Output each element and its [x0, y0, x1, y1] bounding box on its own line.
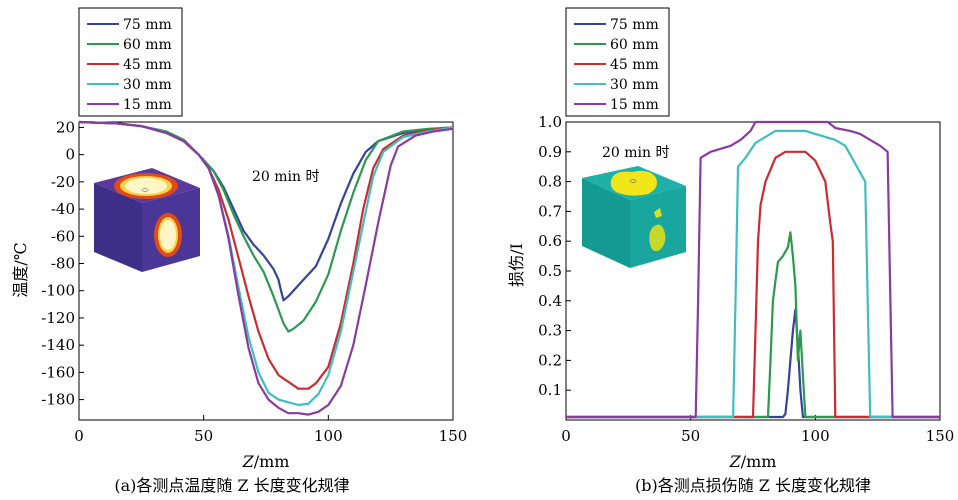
- y-tick-label: -60: [51, 227, 75, 245]
- panel-b-x-var: Z: [729, 452, 742, 471]
- legend-label: 75 mm: [123, 17, 172, 33]
- series-line-75mm: [566, 308, 940, 419]
- y-tick-label: -100: [41, 282, 75, 300]
- panel-a-y-axis-title: 温度/℃: [11, 242, 30, 297]
- y-tick-label: 0.7: [538, 202, 562, 220]
- x-tick-label: 0: [561, 427, 571, 445]
- panel-a-caption: (a)各测点温度随 Z 长度变化规律: [114, 476, 349, 495]
- panel-a-x-unit: /mm: [254, 452, 290, 471]
- x-tick-label: 150: [926, 427, 955, 445]
- y-tick-label: 0.9: [538, 143, 562, 161]
- panel-a-x-axis: 0 50 100 150: [74, 415, 467, 445]
- y-tick-label: 0.8: [538, 173, 562, 191]
- y-tick-label: -80: [51, 255, 75, 273]
- series-line-15mm: [566, 120, 940, 419]
- x-tick-label: 150: [439, 427, 468, 445]
- legend-label: 75 mm: [610, 17, 659, 33]
- y-tick-label: -140: [41, 336, 75, 354]
- x-tick-label: 0: [74, 427, 84, 445]
- legend-label: 60 mm: [610, 37, 659, 53]
- temperature-cube-inset: [94, 168, 200, 272]
- y-tick-label: -20: [51, 173, 75, 191]
- series-line-45mm: [566, 150, 940, 419]
- panel-b-y-axis: 1.0 0.9 0.8 0.7 0.6 0.5 0.4 0.3 0.2 0.1: [538, 113, 571, 399]
- x-tick-label: 100: [801, 427, 830, 445]
- panel-b-y-axis-title: 损伤/I: [507, 243, 526, 287]
- y-tick-label: -40: [51, 200, 75, 218]
- legend-label: 30 mm: [123, 77, 172, 93]
- series-line-15mm: [78, 120, 454, 416]
- series-line-60mm: [566, 231, 940, 419]
- panel-a-series-lines: [78, 120, 454, 416]
- panel-b-series-lines: [566, 120, 940, 419]
- legend-label: 60 mm: [123, 37, 172, 53]
- y-tick-label: 0.6: [538, 232, 562, 250]
- panel-a-legend-box: [78, 7, 183, 117]
- y-tick-label: 0.2: [538, 351, 562, 369]
- panel-b-caption: (b)各测点损伤随 Z 长度变化规律: [635, 476, 871, 495]
- y-tick-label: -120: [41, 309, 75, 327]
- y-tick-label: 0.4: [538, 292, 562, 310]
- y-tick-label: 20: [56, 118, 75, 136]
- y-tick-label: 0.1: [538, 381, 562, 399]
- panel-a-legend: 75 mm 60 mm 45 mm 30 mm 15 mm: [87, 17, 172, 113]
- y-tick-label: 1.0: [538, 113, 562, 131]
- panel-b-damage: 1.0 0.9 0.8 0.7 0.6 0.5 0.4 0.3 0.2 0.1 0 50 100 150…: [507, 7, 954, 495]
- y-tick-label: -180: [41, 391, 75, 409]
- panel-b-x-unit: /mm: [741, 452, 777, 471]
- damage-cube-inset: [582, 166, 686, 268]
- y-tick-label: 0: [65, 146, 75, 164]
- panel-a-temperature: 20 0 -20 -40 -60 -80 -100 -120 -140 -160 -180 0 50 1…: [11, 7, 467, 495]
- x-tick-label: 100: [314, 427, 343, 445]
- x-tick-label: 50: [194, 427, 213, 445]
- panel-a-x-var: Z: [242, 452, 255, 471]
- panel-b-axes-frame: [565, 121, 941, 421]
- panel-a-x-axis-title: Z/mm: [242, 452, 290, 471]
- y-tick-label: -160: [41, 363, 75, 381]
- panel-b-legend-box: [565, 7, 670, 117]
- legend-label: 30 mm: [610, 77, 659, 93]
- panel-b-x-axis: 0 50 100 150: [561, 415, 954, 445]
- panel-a-axes-frame: [78, 121, 454, 421]
- x-tick-label: 50: [681, 427, 700, 445]
- legend-label: 15 mm: [123, 97, 172, 113]
- panel-b-x-axis-title: Z/mm: [729, 452, 777, 471]
- y-tick-label: 0.5: [538, 262, 562, 280]
- y-tick-label: 0.3: [538, 322, 562, 340]
- legend-label: 15 mm: [610, 97, 659, 113]
- panel-a-y-axis: 20 0 -20 -40 -60 -80 -100 -120 -140 -160 -180: [41, 118, 84, 409]
- panel-a-annotation: 20 min 时: [252, 169, 319, 185]
- panel-b-annotation: 20 min 时: [602, 145, 669, 161]
- legend-label: 45 mm: [123, 57, 172, 73]
- series-line-30mm: [566, 129, 940, 419]
- legend-label: 45 mm: [610, 57, 659, 73]
- panel-b-legend: 75 mm 60 mm 45 mm 30 mm 15 mm: [574, 17, 659, 113]
